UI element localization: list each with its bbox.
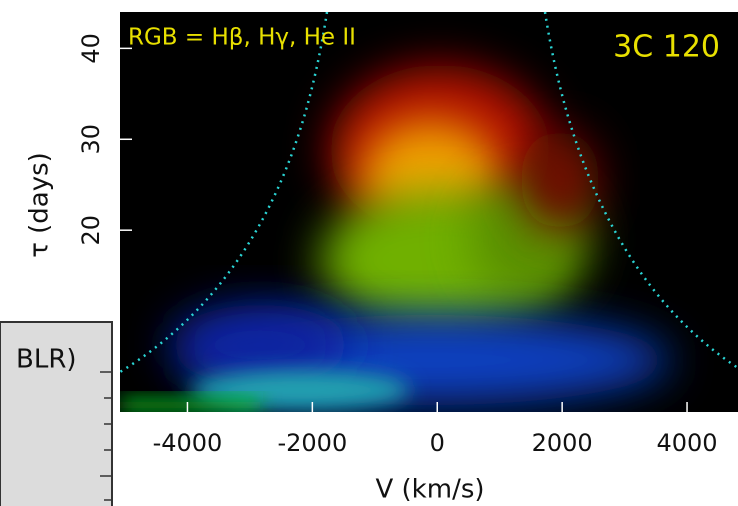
x-tick-label: -4000 [153,429,223,457]
x-tick-label: 2000 [532,429,593,457]
x-tick-label: 4000 [657,429,718,457]
x-axis-label: V (km/s) [375,475,484,505]
x-tick-label: -2000 [277,429,347,457]
velocity-delay-map [120,65,670,412]
axes: -4000 -2000 0 2000 4000 20 30 40 [77,33,718,457]
y-tick-label: 40 [77,33,105,64]
panel [0,321,113,506]
y-tick-label: 20 [77,215,105,246]
side-panel: BLR) [0,321,113,506]
annotation: 3C 120 [613,30,720,65]
panel-text: BLR) [16,345,77,375]
x-tick-label: 0 [430,429,445,457]
y-axis-label: τ (days) [25,152,55,258]
y-tick-label: 30 [77,124,105,155]
annotation: RGB = Hβ, Hγ, He II [128,25,356,51]
